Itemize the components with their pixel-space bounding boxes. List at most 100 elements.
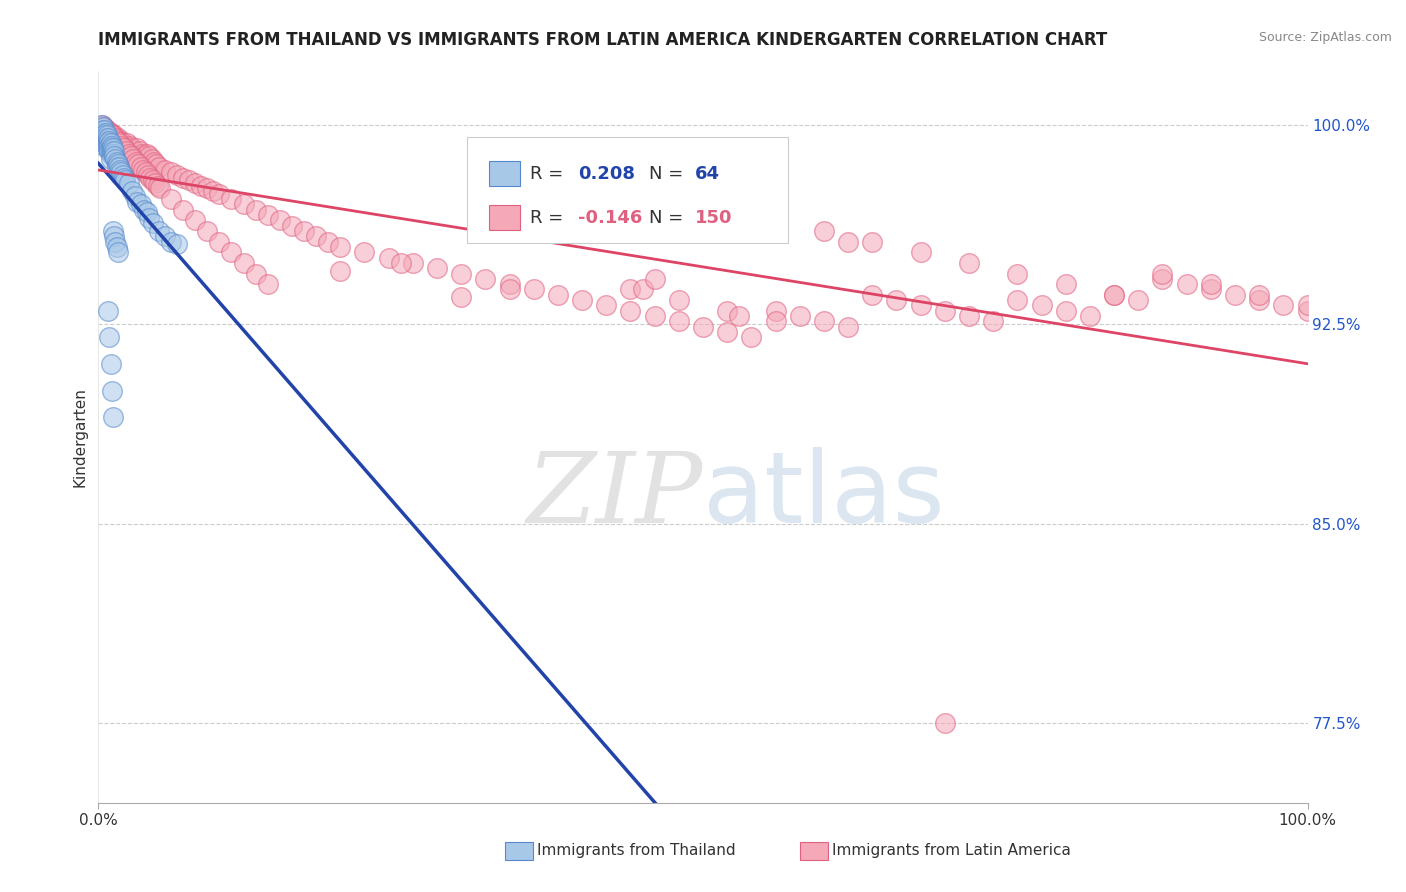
Point (1128, 293, 1150, 307)
Point (127, 141, 149, 155)
Point (523, 283, 546, 297)
Point (1199, 283, 1222, 297)
Point (120, 149, 142, 163)
Point (98, 330, 121, 344)
Point (740, 330, 762, 344)
Point (103, 131, 125, 145)
Point (135, 146, 157, 161)
Point (91, 120, 114, 135)
Point (644, 272, 666, 286)
Point (98, 138, 121, 153)
Text: N =: N = (648, 209, 689, 227)
Point (149, 181, 172, 195)
Text: ZIP: ZIP (527, 448, 703, 543)
Point (765, 303, 787, 318)
Point (474, 272, 496, 286)
Point (96, 128, 118, 143)
Point (104, 235, 127, 249)
Point (353, 245, 375, 260)
Point (100, 136, 122, 151)
Y-axis label: Kindergarten: Kindergarten (72, 387, 87, 487)
Point (179, 173, 201, 187)
Point (837, 235, 859, 249)
Point (101, 224, 124, 238)
Point (146, 178, 169, 193)
Point (547, 287, 569, 301)
Point (98, 134, 121, 148)
Point (1054, 303, 1077, 318)
Point (172, 202, 194, 217)
Point (221, 192, 243, 206)
Point (1054, 277, 1077, 292)
Point (765, 314, 787, 328)
Point (105, 160, 128, 174)
Point (1296, 298, 1319, 312)
Point (93, 138, 115, 153)
Point (837, 319, 859, 334)
Text: Source: ZipAtlas.com: Source: ZipAtlas.com (1258, 31, 1392, 45)
Point (127, 194, 149, 209)
Point (97, 126, 120, 140)
Point (103, 149, 125, 163)
Point (860, 235, 883, 249)
Point (93, 123, 115, 137)
Point (256, 277, 278, 292)
Point (256, 208, 278, 222)
Point (138, 211, 160, 225)
Point (1296, 303, 1319, 318)
Point (389, 256, 412, 270)
Point (105, 134, 128, 148)
Point (110, 134, 132, 148)
Point (94, 131, 117, 145)
Point (450, 290, 472, 304)
Point (329, 264, 352, 278)
Text: 150: 150 (695, 209, 733, 227)
Point (125, 154, 148, 169)
Point (94, 126, 117, 140)
Point (716, 303, 738, 318)
Point (138, 149, 160, 163)
Point (91, 120, 114, 135)
Point (644, 309, 666, 323)
Point (1199, 277, 1222, 292)
Point (166, 237, 188, 252)
Point (195, 224, 218, 238)
Point (789, 309, 811, 323)
Point (172, 170, 194, 185)
Point (121, 184, 143, 198)
Point (111, 136, 134, 151)
Point (160, 165, 183, 179)
Point (98, 128, 121, 143)
Point (108, 136, 131, 151)
Point (1102, 287, 1125, 301)
Point (1031, 298, 1053, 312)
Point (934, 716, 956, 731)
Point (1223, 287, 1246, 301)
Text: R =: R = (530, 209, 569, 227)
Point (232, 256, 254, 270)
Point (1152, 267, 1174, 281)
Point (96, 123, 118, 137)
Point (134, 202, 156, 217)
Point (97, 136, 120, 151)
Point (190, 178, 212, 193)
Point (111, 168, 134, 182)
Point (91, 123, 114, 137)
Point (96, 123, 118, 137)
Point (135, 165, 157, 179)
Point (98, 144, 121, 158)
Point (93, 120, 115, 135)
Point (100, 141, 122, 155)
Point (232, 197, 254, 211)
Point (93, 123, 115, 137)
Point (148, 224, 170, 238)
Point (184, 213, 207, 227)
Point (114, 173, 136, 187)
Point (316, 235, 339, 249)
Point (292, 224, 315, 238)
Point (143, 176, 166, 190)
Point (105, 154, 128, 169)
Point (208, 186, 231, 201)
Point (112, 170, 135, 185)
FancyBboxPatch shape (467, 137, 787, 244)
